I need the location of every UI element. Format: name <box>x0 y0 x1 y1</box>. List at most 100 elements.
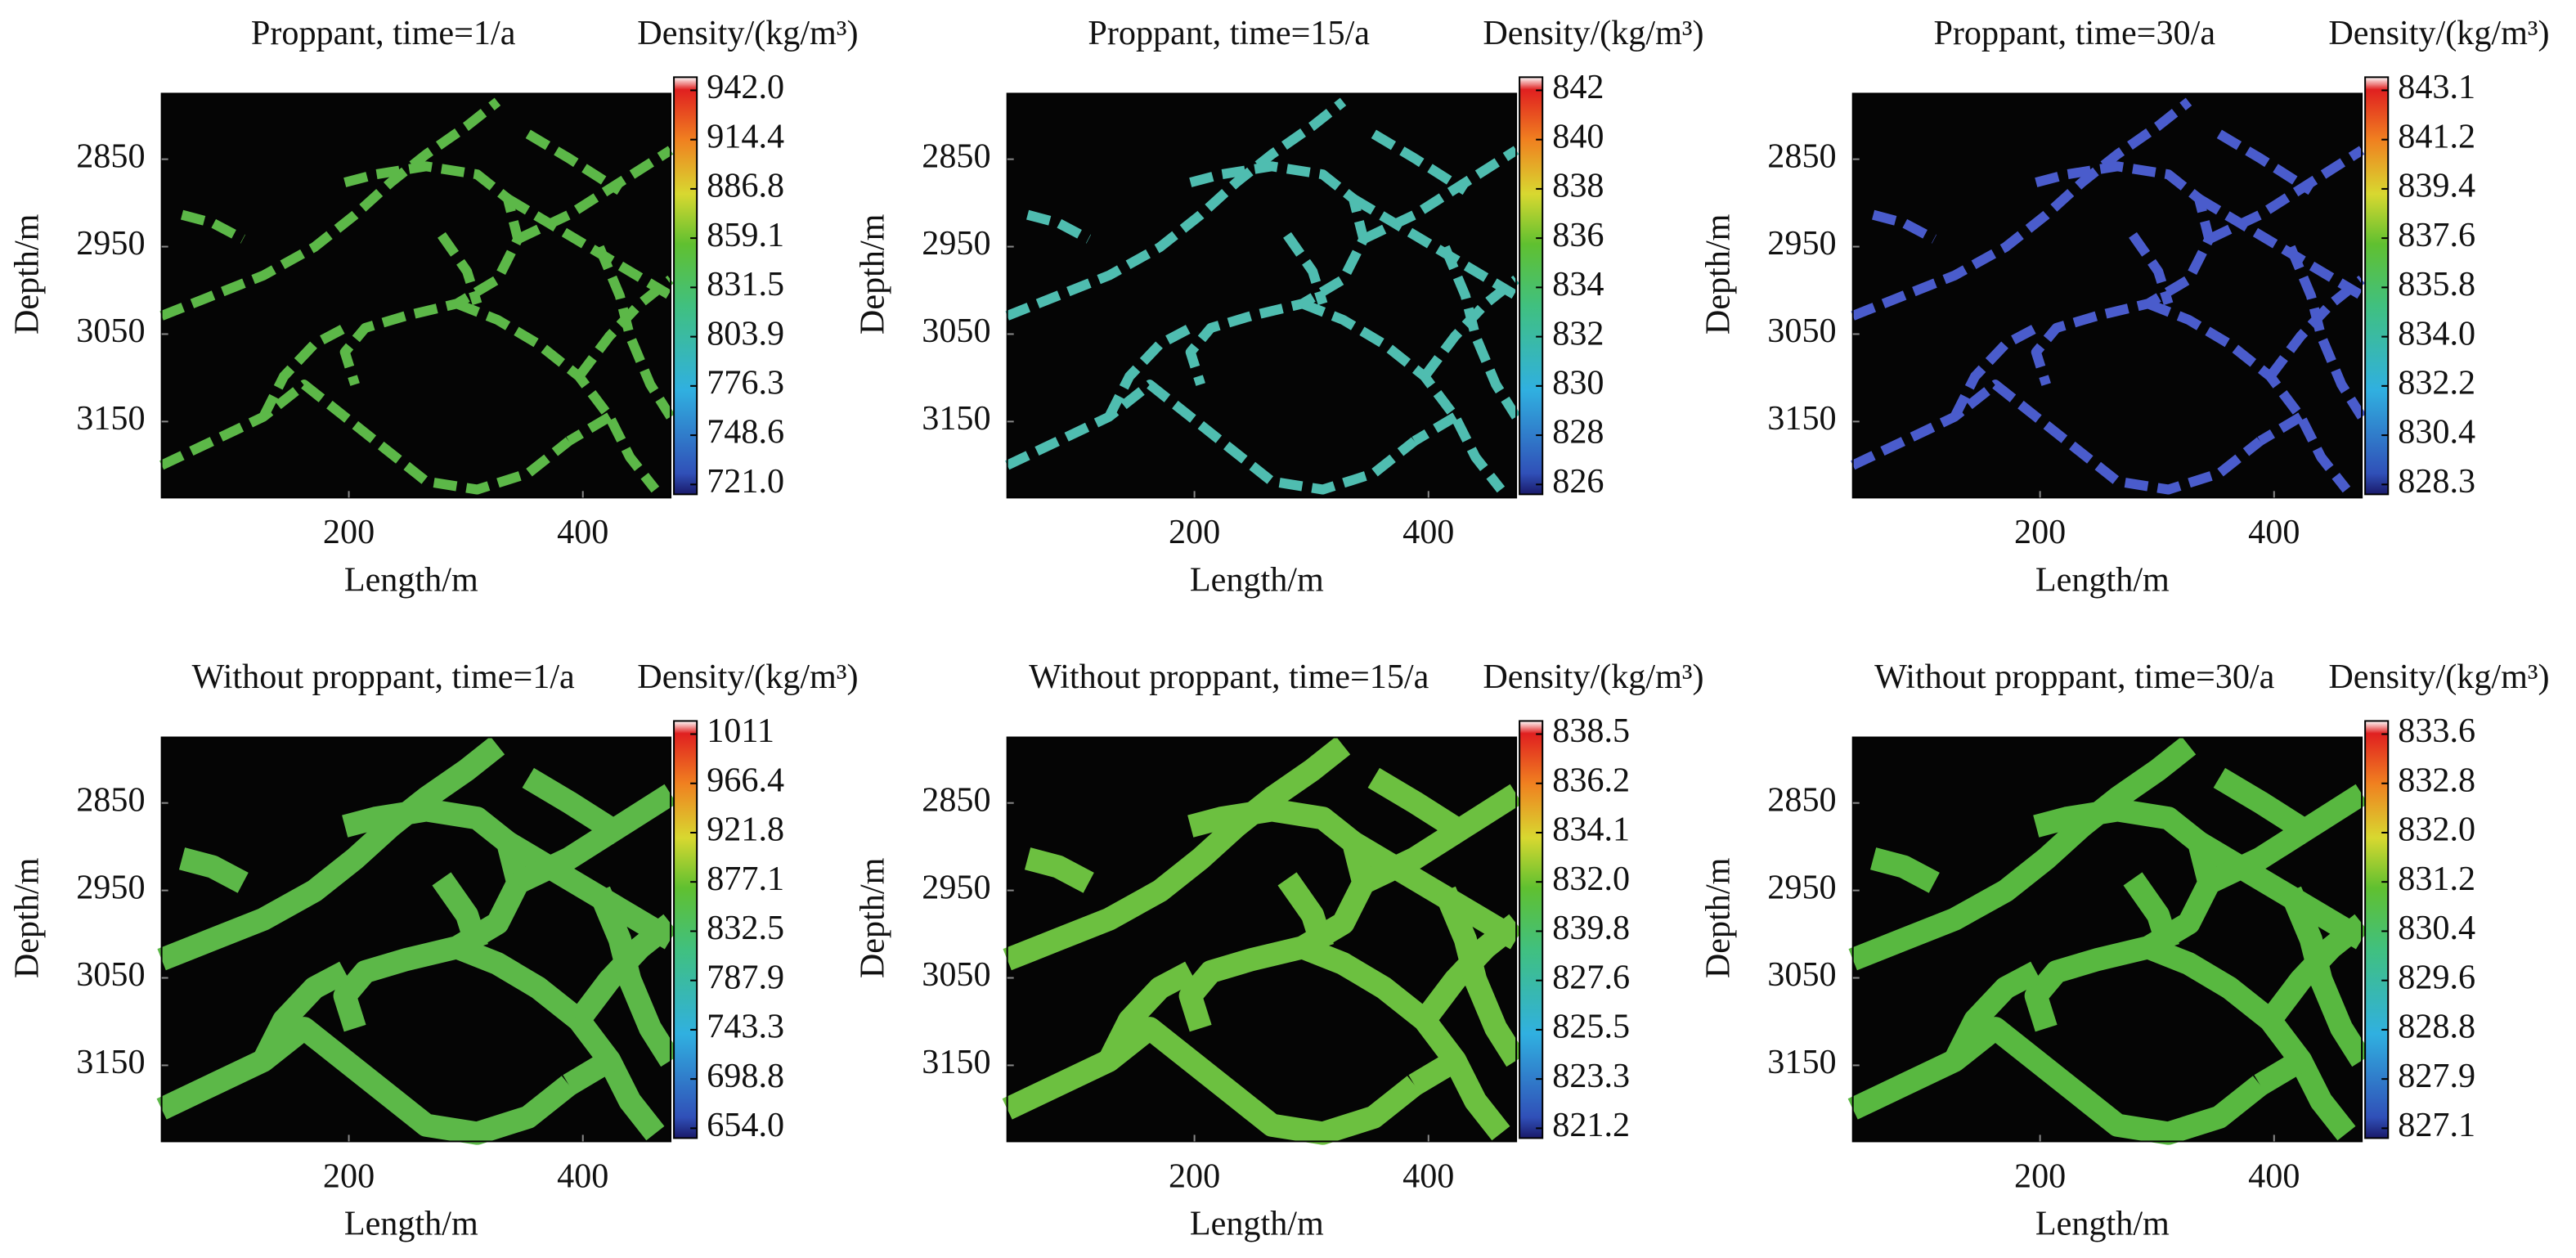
panel: Proppant, time=15/a Length/m Depth/m 200 400… <box>854 14 1704 600</box>
plot-background <box>161 93 671 498</box>
fracture <box>1440 245 1521 420</box>
fracture <box>2216 129 2314 195</box>
colorbar-tick-label: 840 <box>1552 117 1604 155</box>
fracture <box>1024 847 1094 893</box>
colorbar-tick-label: 787.9 <box>707 958 784 996</box>
y-tick-label: 3050 <box>922 312 990 350</box>
colorbar-tick-label: 921.8 <box>707 811 784 849</box>
panel: Without proppant, time=30/a Length/m Depth… <box>1699 658 2550 1243</box>
y-tick-label: 2850 <box>1767 137 1836 175</box>
y-tick-label: 2950 <box>76 224 145 263</box>
colorbar <box>2364 76 2390 496</box>
fracture <box>1847 1017 2268 1145</box>
colorbar-label: Density/(kg/m³) <box>637 14 858 52</box>
colorbar-tick-label: 827.1 <box>2398 1106 2475 1144</box>
fracture <box>1872 209 1937 244</box>
y-tick-label: 2950 <box>922 224 990 263</box>
colorbar-tick-label: 831.5 <box>707 265 784 303</box>
colorbar-tick-label: 1011 <box>707 712 774 750</box>
colorbar-tick-label: 830.4 <box>2398 909 2475 947</box>
y-axis-label: Depth/m <box>854 857 892 978</box>
colorbar-tick-label: 654.0 <box>707 1106 784 1144</box>
x-axis-label: Length/m <box>344 560 478 599</box>
fracture <box>1434 886 1526 1067</box>
fracture <box>1104 323 1193 420</box>
y-tick-label: 3050 <box>1767 312 1836 350</box>
fracture <box>1002 1017 1422 1145</box>
fracture <box>1411 412 1458 446</box>
plot-background <box>1007 93 1517 498</box>
fracture <box>588 886 680 1067</box>
fracture <box>501 832 677 950</box>
y-tick-label: 3150 <box>922 1043 990 1081</box>
colorbar-tick-label: 838 <box>1552 167 1604 205</box>
fracture <box>258 323 348 420</box>
fracture <box>333 798 530 1032</box>
panel: Proppant, time=30/a Length/m Depth/m 200 400… <box>1699 14 2550 600</box>
fracture <box>2257 412 2304 446</box>
fracture <box>1003 736 1351 971</box>
x-tick-label: 200 <box>2014 1157 2066 1195</box>
fracture <box>159 97 501 321</box>
x-axis-label: Length/m <box>2035 560 2170 599</box>
chart-title: Without proppant, time=15/a <box>1029 658 1429 696</box>
colorbar <box>1519 76 1544 496</box>
fracture <box>180 209 246 244</box>
fracture <box>1005 97 1347 321</box>
colorbar-label: Density/(kg/m³) <box>1483 14 1703 52</box>
y-axis-label: Depth/m <box>1699 857 1738 978</box>
fracture <box>522 767 626 844</box>
plot-frame <box>1851 736 2363 1143</box>
fracture <box>1283 231 1328 306</box>
chart-title: Without proppant, time=1/a <box>192 658 575 696</box>
fracture <box>1944 961 2042 1066</box>
colorbar-tick-label: 827.6 <box>1552 958 1630 996</box>
colorbar-tick-label: 834.1 <box>1552 811 1630 849</box>
colorbar-tick-label: 832.0 <box>1552 860 1630 898</box>
colorbar-label: Density/(kg/m³) <box>637 658 858 696</box>
fracture <box>1851 97 2192 321</box>
fracture <box>513 784 677 894</box>
y-tick-label: 3050 <box>922 955 990 994</box>
fracture <box>2206 146 2365 244</box>
colorbar-tick-label: 836.2 <box>1552 761 1630 799</box>
colorbar <box>2364 720 2390 1139</box>
colorbar-label: Density/(kg/m³) <box>2328 658 2549 696</box>
fracture <box>159 380 572 495</box>
colorbar-tick-label: 823.3 <box>1552 1057 1630 1095</box>
colorbar-tick-label: 877.1 <box>707 860 784 898</box>
fracture <box>339 161 523 386</box>
colorbar-tick-label: 748.6 <box>707 413 784 452</box>
fracture <box>2286 245 2367 420</box>
x-tick-label: 200 <box>323 513 375 551</box>
fracture <box>525 129 623 195</box>
x-tick-label: 200 <box>2014 513 2066 551</box>
colorbar-label: Density/(kg/m³) <box>2328 14 2549 52</box>
fracture <box>2280 886 2372 1067</box>
fracture <box>2192 832 2368 950</box>
fracture <box>1361 146 1519 244</box>
x-axis-label: Length/m <box>2035 1205 2170 1243</box>
x-tick-label: 200 <box>1169 513 1220 551</box>
plot-frame <box>1851 92 2363 499</box>
colorbar-tick-label: 841.2 <box>2398 117 2475 155</box>
colorbar-tick-label: 821.2 <box>1552 1106 1630 1144</box>
colorbar-tick-label: 828.3 <box>2398 462 2475 501</box>
fracture <box>2024 798 2221 1032</box>
colorbar-tick-label: 832 <box>1552 314 1604 353</box>
colorbar-tick-label: 830.4 <box>2398 413 2475 452</box>
colorbar-tick-label: 828 <box>1552 413 1604 452</box>
y-axis-label: Depth/m <box>854 213 892 335</box>
plot-frame <box>1006 92 1518 499</box>
fracture <box>1869 847 1940 893</box>
fracture <box>438 231 482 306</box>
fracture <box>2031 161 2215 386</box>
fracture <box>1098 961 1196 1066</box>
y-tick-label: 2850 <box>76 780 145 819</box>
y-tick-label: 3050 <box>1767 955 1836 994</box>
y-tick-label: 3150 <box>922 399 990 438</box>
x-tick-label: 400 <box>1402 1157 1454 1195</box>
colorbar-tick-label: 831.2 <box>2398 860 2475 898</box>
fracture <box>1185 161 1369 386</box>
